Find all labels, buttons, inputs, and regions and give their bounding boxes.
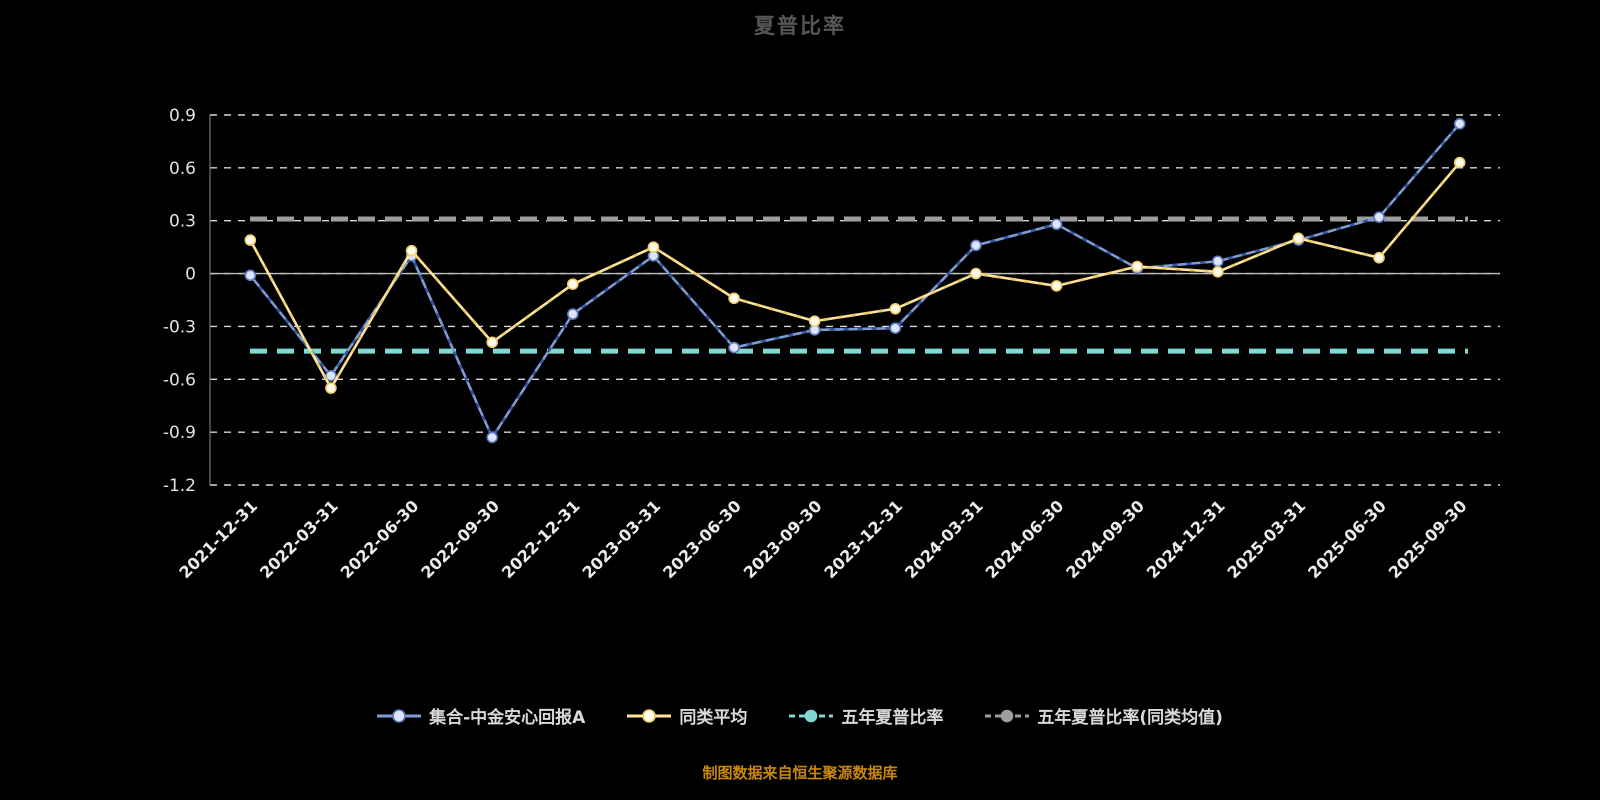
x-tick-label: 2022-03-31 — [256, 496, 342, 582]
series-point — [1050, 280, 1063, 292]
chart-legend: 集合-中金安心回报A 同类平均 五年夏普比率 五年夏普比率(同类均值) — [0, 703, 1600, 728]
series-point — [567, 278, 579, 290]
series-point — [970, 267, 982, 280]
series-point — [567, 308, 579, 320]
series-point — [325, 382, 337, 394]
x-tick-label: 2025-09-30 — [1385, 496, 1471, 582]
legend-item-5y-sharpe-category-avg[interactable]: 五年夏普比率(同类均值) — [985, 703, 1223, 728]
series-point — [808, 315, 821, 327]
x-tick-label: 2024-06-30 — [982, 496, 1068, 582]
series-point — [889, 303, 902, 315]
x-tick-label: 2025-06-30 — [1304, 496, 1390, 582]
legend-item-fund-a[interactable]: 集合-中金安心回报A — [377, 703, 585, 728]
series-line-dash-overlay-1 — [249, 161, 1461, 390]
legend-label: 同类平均 — [679, 708, 748, 728]
legend-label: 五年夏普比率(同类均值) — [1037, 708, 1223, 728]
series-line-1 — [249, 161, 1461, 390]
series-point — [486, 431, 498, 444]
x-tick-label: 2022-06-30 — [337, 496, 423, 582]
y-tick-label: -1.2 — [163, 476, 196, 496]
legend-marker-icon — [627, 708, 672, 723]
x-tick-label: 2024-12-31 — [1143, 496, 1229, 582]
series-point — [1050, 218, 1063, 231]
series-point — [1131, 260, 1143, 273]
series-point — [728, 341, 740, 354]
x-tick-label: 2023-06-30 — [659, 496, 745, 582]
series-point — [970, 239, 982, 252]
legend-label: 集合-中金安心回报A — [429, 708, 586, 728]
series-point — [1373, 251, 1385, 264]
x-tick-label: 2023-12-31 — [820, 496, 906, 582]
series-point — [1453, 156, 1466, 169]
series-point — [244, 234, 257, 246]
legend-marker-icon — [985, 709, 1030, 722]
series-point — [405, 244, 418, 257]
x-tick-label: 2022-12-31 — [498, 496, 584, 582]
series-point — [889, 322, 902, 334]
series-line-dash-overlay-0 — [249, 122, 1461, 439]
x-tick-label: 2023-09-30 — [740, 496, 826, 582]
x-tick-label: 2024-09-30 — [1062, 496, 1148, 582]
series-point — [1292, 232, 1305, 245]
series-point — [486, 336, 498, 349]
x-tick-label: 2021-12-31 — [175, 496, 261, 582]
x-tick-label: 2025-03-31 — [1223, 496, 1309, 582]
y-tick-label: 0.9 — [169, 106, 196, 126]
legend-marker-icon — [377, 708, 422, 723]
series-point — [244, 269, 257, 282]
legend-item-5y-sharpe[interactable]: 五年夏普比率 — [789, 703, 943, 728]
series-point — [728, 292, 740, 305]
chart-title: 夏普比率 — [754, 14, 846, 38]
series-point — [325, 369, 337, 382]
y-tick-label: -0.3 — [163, 317, 196, 337]
x-tick-label: 2024-03-31 — [901, 496, 987, 582]
legend-marker-icon — [789, 709, 834, 722]
series-line-0 — [249, 122, 1461, 439]
y-tick-label: 0.6 — [169, 159, 196, 179]
series-point — [647, 241, 660, 253]
y-tick-label: -0.9 — [163, 423, 196, 443]
data-source-note: 制图数据来自恒生聚源数据库 — [702, 764, 898, 782]
series-point — [1212, 255, 1224, 268]
series-point — [1453, 118, 1466, 130]
series-point — [1212, 266, 1224, 278]
y-tick-label: -0.6 — [163, 370, 196, 390]
x-tick-label: 2022-09-30 — [417, 496, 503, 582]
legend-label: 五年夏普比率 — [841, 708, 944, 728]
y-tick-label: 0.3 — [169, 212, 196, 232]
legend-item-category-average[interactable]: 同类平均 — [627, 703, 747, 728]
series-point — [1373, 211, 1385, 223]
x-tick-label: 2023-03-31 — [578, 496, 664, 582]
y-tick-label: 0 — [185, 265, 196, 285]
